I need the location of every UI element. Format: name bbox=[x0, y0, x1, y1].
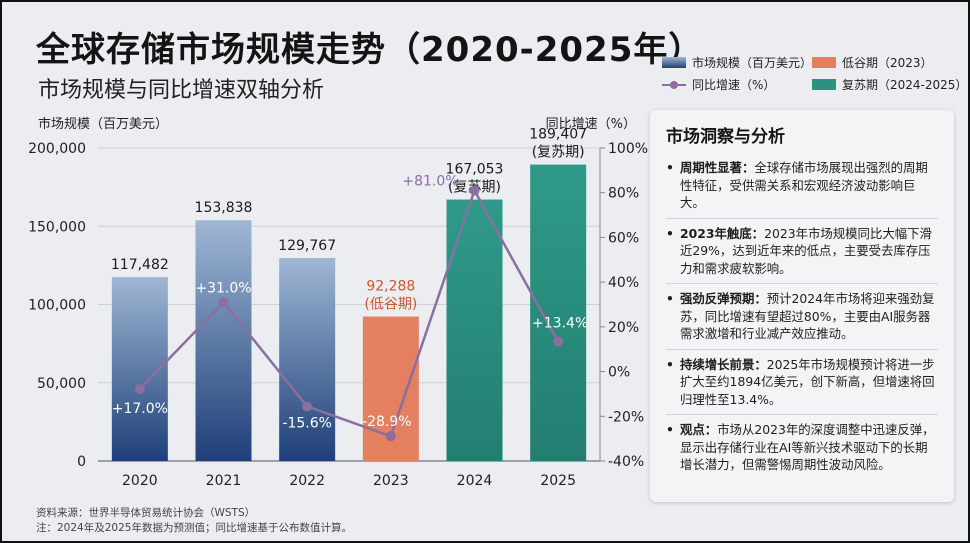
insight-heading: 强劲反弹预期： bbox=[680, 291, 767, 306]
insight-item: • 持续增长前景：2025年市场规模预计将进一步扩大至约1894亿美元，创下新高，… bbox=[666, 356, 938, 415]
growth-point bbox=[134, 384, 145, 395]
legend-item-market-size: 市场规模（百万美元） bbox=[662, 54, 812, 71]
insight-item: • 周期性显著：全球存储市场展现出强烈的周期性特征，受供需关系和宏观经济波动影响巨… bbox=[666, 159, 938, 219]
bullet-icon: • bbox=[666, 160, 674, 175]
bar bbox=[530, 164, 587, 461]
insight-body: 预计2024年市场将迎来强劲复苏，同比增速有望超过80%，主要由AI服务器需求激… bbox=[680, 291, 935, 341]
growth-label: +13.4% bbox=[532, 316, 588, 332]
x-axis-label: 2022 bbox=[289, 473, 325, 489]
bullet-icon: • bbox=[666, 291, 674, 306]
insight-text: 周期性显著：全球存储市场展现出强烈的周期性特征，受供需关系和宏观经济波动影响巨大… bbox=[680, 159, 938, 212]
bar-value-label: 153,838 bbox=[195, 200, 253, 216]
left-axis-tick-label: 150,000 bbox=[28, 219, 86, 235]
legend-label-market-size: 市场规模（百万美元） bbox=[692, 56, 813, 70]
page-title: 全球存储市场规模走势（2020-2025年） bbox=[36, 30, 704, 70]
legend-label-trough: 低谷期（2023） bbox=[842, 56, 933, 70]
insight-panel: 市场洞察与分析 • 周期性显著：全球存储市场展现出强烈的周期性特征，受供需关系和宏… bbox=[650, 110, 954, 502]
right-axis-tick-label: -40% bbox=[608, 454, 644, 470]
insight-body: 全球存储市场展现出强烈的周期性特征，受供需关系和宏观经济波动影响巨大。 bbox=[680, 160, 928, 210]
insight-text: 2023年触底：2023年市场规模同比大幅下滑近29%，达到近年来的低点，主要受… bbox=[680, 225, 938, 278]
x-axis-label: 2025 bbox=[540, 473, 576, 489]
left-axis-tick-label: 50,000 bbox=[37, 376, 86, 392]
footer-source: 资料来源：世界半导体贸易统计协会（WSTS） bbox=[36, 507, 256, 519]
legend-item-growth: 同比增速（%） bbox=[662, 76, 775, 93]
bar-value-label: 92,288 bbox=[366, 279, 415, 295]
bar-value-label: 117,482 bbox=[111, 257, 169, 273]
growth-label: -28.9% bbox=[362, 414, 412, 430]
x-axis-label: 2020 bbox=[122, 473, 158, 489]
growth-label: +81.0% bbox=[402, 173, 458, 189]
insight-body: 市场从2023年的深度调整中迅速反弹，显示出存储行业在AI等新兴技术驱动下的长期… bbox=[680, 422, 935, 472]
insight-text: 强劲反弹预期：预计2024年市场将迎来强劲复苏，同比增速有望超过80%，主要由A… bbox=[680, 290, 938, 343]
growth-point bbox=[553, 336, 564, 347]
insight-item: • 观点：市场从2023年的深度调整中迅速反弹，显示出存储行业在AI等新兴技术驱动… bbox=[666, 421, 938, 480]
insight-item: • 2023年触底：2023年市场规模同比大幅下滑近29%，达到近年来的低点，主要… bbox=[666, 225, 938, 284]
x-axis-label: 2024 bbox=[457, 473, 493, 489]
bullet-icon: • bbox=[666, 422, 674, 437]
legend-item-recovery: 复苏期（2024-2025） bbox=[812, 76, 967, 93]
bar bbox=[195, 220, 252, 461]
left-axis-tick-label: 200,000 bbox=[28, 141, 86, 157]
bullet-icon: • bbox=[666, 225, 674, 241]
growth-label: +31.0% bbox=[195, 280, 251, 296]
left-axis-title: 市场规模（百万美元） bbox=[38, 116, 168, 132]
right-axis-tick-label: 20% bbox=[608, 320, 639, 336]
insight-heading: 观点： bbox=[680, 422, 718, 437]
insight-heading: 持续增长前景： bbox=[680, 356, 767, 372]
bar bbox=[446, 199, 503, 461]
legend-label-growth: 同比增速（%） bbox=[692, 78, 776, 92]
insight-text: 持续增长前景：2025年市场规模预计将进一步扩大至约1894亿美元，创下新高，但… bbox=[680, 356, 938, 409]
left-axis-tick-label: 100,000 bbox=[28, 298, 86, 314]
growth-point bbox=[469, 185, 480, 196]
growth-line bbox=[138, 189, 560, 438]
right-axis-tick-label: 100% bbox=[608, 141, 648, 157]
growth-point bbox=[302, 401, 313, 412]
bar-value-label: 167,053 bbox=[446, 162, 504, 178]
page-subtitle: 市场规模与同比增速双轴分析 bbox=[38, 78, 325, 103]
right-axis-tick-label: -20% bbox=[608, 409, 644, 425]
bar-phase-label: (低谷期) bbox=[364, 297, 417, 313]
legend-item-trough: 低谷期（2023） bbox=[812, 54, 933, 71]
right-axis-tick-label: 80% bbox=[608, 186, 639, 202]
legend-swatch-blue bbox=[662, 57, 686, 68]
footer-note: 注：2024年及2025年数据为预测值；同比增速基于公布数值计算。 bbox=[36, 522, 352, 534]
right-axis-title: 同比增速（%） bbox=[546, 117, 636, 132]
x-axis-label: 2021 bbox=[206, 473, 242, 489]
insight-body: 2025年市场规模预计将进一步扩大至约1894亿美元，创下新高，但增速将回归理性… bbox=[680, 356, 935, 407]
insight-heading: 周期性显著： bbox=[680, 160, 755, 175]
bar-value-label: 189,407 bbox=[529, 127, 587, 143]
insight-body: 2023年市场规模同比大幅下滑近29%，达到近年来的低点，主要受去库存压力和需求… bbox=[680, 225, 932, 276]
insight-text: 观点：市场从2023年的深度调整中迅速反弹，显示出存储行业在AI等新兴技术驱动下… bbox=[680, 421, 938, 474]
legend-label-recovery: 复苏期（2024-2025） bbox=[842, 78, 968, 92]
insight-list: • 周期性显著：全球存储市场展现出强烈的周期性特征，受供需关系和宏观经济波动影响巨… bbox=[666, 159, 938, 480]
left-axis-tick-label: 0 bbox=[77, 454, 86, 470]
x-axis-label: 2023 bbox=[373, 473, 409, 489]
insight-item: • 强劲反弹预期：预计2024年市场将迎来强劲复苏，同比增速有望超过80%，主要由… bbox=[666, 290, 938, 350]
right-axis-tick-label: 40% bbox=[608, 275, 639, 291]
insight-panel-title: 市场洞察与分析 bbox=[666, 127, 785, 147]
bullet-icon: • bbox=[666, 356, 674, 372]
growth-point bbox=[218, 297, 229, 308]
legend-line-marker-icon bbox=[662, 79, 686, 91]
bar-phase-label: (复苏期) bbox=[532, 144, 585, 161]
dual-axis-chart: 0 50,000 100,000 150,000 200,000 -40% -20% 0% 20… bbox=[28, 116, 648, 489]
legend-swatch-orange bbox=[812, 57, 836, 68]
right-axis-tick-label: 0% bbox=[608, 365, 630, 381]
bar-value-label: 129,767 bbox=[278, 238, 336, 254]
insight-heading: 2023年触底： bbox=[680, 225, 765, 241]
growth-point bbox=[385, 431, 396, 442]
legend-swatch-green bbox=[812, 79, 836, 90]
bar bbox=[279, 257, 336, 461]
growth-label: +17.0% bbox=[112, 401, 168, 417]
right-axis-tick-label: 60% bbox=[608, 230, 639, 246]
growth-label: -15.6% bbox=[282, 415, 332, 431]
